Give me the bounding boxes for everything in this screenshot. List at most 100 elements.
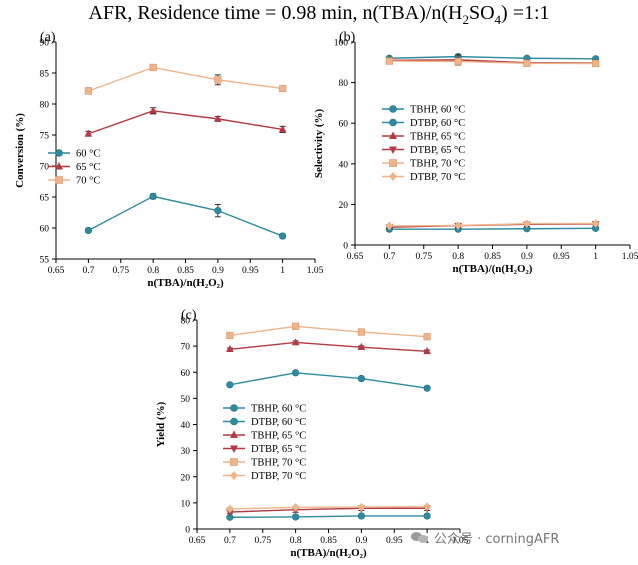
legend-entry: DTBP, 70 °C [382, 172, 465, 183]
legend-marker [230, 471, 238, 480]
data-point [385, 57, 393, 65]
legend-marker [55, 149, 63, 157]
series-line [229, 515, 428, 518]
chart-panel-a: 0.65 0.7 0.75 0.8 0.85 0.9 0.95 1 1.05 55 60 65 70 75… [14, 30, 324, 289]
legend-label: TBHP, 60 °C [410, 105, 465, 116]
legend-label: DTBP, 70 °C [251, 471, 306, 482]
y-tick-label: 80 [181, 317, 191, 327]
data-point [357, 374, 365, 383]
x-tick-label: 1.05 [452, 536, 469, 546]
x-tick-label: 0.75 [415, 252, 432, 262]
series-tbhp-70-c [226, 322, 431, 341]
legend-entry: TBHP, 70 °C [223, 458, 306, 469]
x-tick-label: 0.95 [242, 266, 259, 276]
series-tbhp-70-c [385, 57, 600, 68]
x-axis-title: n(TBA)/n(H₂O₂) [147, 277, 224, 289]
y-tick-label: 0 [185, 526, 190, 536]
x-tick-label: 0.8 [290, 536, 302, 546]
x-tick-label: 0.95 [386, 536, 403, 546]
y-tick-label: 40 [181, 421, 191, 431]
legend-entry: TBHP, 65 °C [382, 131, 465, 143]
legend-marker [230, 458, 238, 466]
x-tick-label: 0.95 [553, 252, 570, 262]
legend-label: DTBP, 60 °C [251, 417, 306, 428]
y-tick-label: 20 [339, 201, 349, 211]
series-tbhp-60-c [226, 369, 431, 392]
legend-marker [55, 162, 63, 170]
y-tick-label: 70 [181, 343, 191, 353]
x-tick-label: 1 [593, 252, 598, 262]
legend-label: TBHP, 70 °C [410, 159, 465, 170]
watermark-text: 公众号 · corningAFR [434, 532, 560, 547]
data-point [357, 512, 365, 520]
data-point [292, 369, 300, 377]
legend-marker [389, 131, 397, 139]
data-point [423, 333, 431, 341]
legend-marker [230, 445, 238, 453]
data-point [592, 59, 600, 68]
x-tick-label: 0.85 [177, 266, 194, 276]
x-tick-label: 1.05 [307, 266, 324, 276]
series-60-c [84, 192, 287, 240]
data-point [292, 513, 300, 521]
legend-entry: DTBP, 65 °C [223, 444, 306, 455]
legend-entry: 65 °C [48, 162, 100, 173]
data-point [291, 338, 300, 346]
y-tick-label: 75 [40, 132, 50, 142]
data-point [357, 328, 365, 336]
series-line [389, 227, 596, 230]
data-point [226, 504, 234, 514]
legend-marker [55, 176, 63, 184]
y-tick-label: 60 [40, 225, 50, 235]
legend-marker [389, 105, 397, 113]
watermark: 公众号 · corningAFR [411, 528, 559, 547]
y-axis-title: Conversion (%) [14, 113, 26, 188]
x-tick-label: 0.85 [320, 536, 337, 546]
data-point [523, 59, 531, 67]
y-tick-label: 90 [40, 39, 50, 49]
legend-entry: DTBP, 70 °C [223, 471, 306, 482]
y-tick-label: 30 [181, 447, 191, 457]
x-tick-label: 0.9 [212, 266, 224, 276]
data-point [423, 384, 431, 392]
data-point [84, 129, 93, 137]
legend-marker [230, 417, 238, 426]
title-subscript-1: 2 [462, 12, 469, 27]
y-tick-label: 10 [181, 499, 191, 509]
series-line [88, 110, 283, 135]
data-point [149, 106, 157, 114]
title-part-2: SO [468, 2, 495, 24]
data-point [278, 125, 287, 133]
data-point [591, 219, 600, 228]
legend-entry: TBHP, 60 °C [223, 404, 306, 415]
y-tick-label: 40 [339, 160, 349, 170]
y-tick-label: 65 [40, 194, 50, 204]
x-tick-label: 0.75 [112, 266, 129, 276]
data-point [423, 512, 431, 520]
series-65-c [84, 106, 287, 137]
panel-label: (b) [339, 30, 356, 45]
data-point [357, 502, 366, 512]
title-subscript-2: 4 [494, 12, 502, 27]
title-part-1: AFR, Residence time = 0.98 min, n(TBA)/n… [88, 2, 463, 24]
legend-label: TBHP, 65 °C [251, 431, 306, 442]
legend-label: TBHP, 60 °C [251, 404, 306, 415]
legend-label: DTBP, 65 °C [251, 444, 306, 455]
y-tick-label: 80 [40, 101, 50, 111]
legend-label: 65 °C [76, 162, 100, 173]
data-point [149, 63, 157, 72]
series-line [229, 372, 428, 389]
x-tick-label: 0.65 [347, 252, 364, 262]
x-tick-label: 0.65 [189, 536, 206, 546]
y-axis-title: Yield (%) [155, 401, 167, 447]
y-tick-label: 60 [339, 120, 349, 130]
data-point [385, 221, 394, 231]
y-tick-label: 100 [334, 39, 349, 49]
data-point [226, 381, 234, 389]
y-axis-title: Selectivity (%) [313, 108, 325, 178]
x-tick-label: 0.7 [82, 266, 94, 276]
y-tick-label: 70 [40, 163, 50, 173]
legend-entry: 70 °C [48, 176, 100, 187]
wechat-icon [411, 531, 429, 545]
